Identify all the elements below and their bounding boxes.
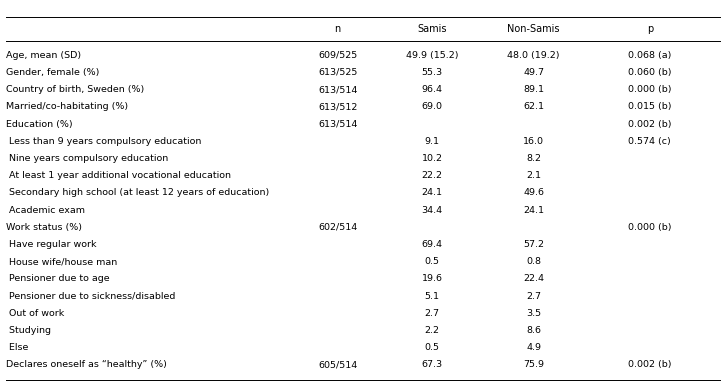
Text: 34.4: 34.4 <box>421 205 443 214</box>
Text: 3.5: 3.5 <box>526 309 541 318</box>
Text: Samis: Samis <box>417 24 446 34</box>
Text: Pensioner due to sickness/disabled: Pensioner due to sickness/disabled <box>6 292 175 301</box>
Text: 0.060 (b): 0.060 (b) <box>628 68 672 77</box>
Text: 613/514: 613/514 <box>318 120 357 128</box>
Text: Country of birth, Sweden (%): Country of birth, Sweden (%) <box>6 85 144 94</box>
Text: 0.000 (b): 0.000 (b) <box>628 223 672 232</box>
Text: 0.015 (b): 0.015 (b) <box>628 102 672 111</box>
Text: 10.2: 10.2 <box>422 154 442 163</box>
Text: p: p <box>647 24 653 34</box>
Text: Declares oneself as “healthy” (%): Declares oneself as “healthy” (%) <box>6 360 167 370</box>
Text: Gender, female (%): Gender, female (%) <box>6 68 99 77</box>
Text: Have regular work: Have regular work <box>6 240 97 249</box>
Text: 0.068 (a): 0.068 (a) <box>628 51 672 60</box>
Text: 605/514: 605/514 <box>318 360 357 370</box>
Text: 0.002 (b): 0.002 (b) <box>628 360 672 370</box>
Text: 67.3: 67.3 <box>421 360 443 370</box>
Text: 75.9: 75.9 <box>523 360 544 370</box>
Text: 89.1: 89.1 <box>523 85 544 94</box>
Text: Nine years compulsory education: Nine years compulsory education <box>6 154 168 163</box>
Text: 2.2: 2.2 <box>425 326 439 335</box>
Text: 0.000 (b): 0.000 (b) <box>628 85 672 94</box>
Text: 24.1: 24.1 <box>422 188 442 197</box>
Text: Less than 9 years compulsory education: Less than 9 years compulsory education <box>6 137 201 146</box>
Text: 62.1: 62.1 <box>523 102 544 111</box>
Text: 0.8: 0.8 <box>526 257 541 266</box>
Text: Married/co-habitating (%): Married/co-habitating (%) <box>6 102 128 111</box>
Text: 19.6: 19.6 <box>422 274 442 283</box>
Text: Age, mean (SD): Age, mean (SD) <box>6 51 81 60</box>
Text: 0.002 (b): 0.002 (b) <box>628 120 672 128</box>
Text: Work status (%): Work status (%) <box>6 223 82 232</box>
Text: 22.4: 22.4 <box>523 274 544 283</box>
Text: At least 1 year additional vocational education: At least 1 year additional vocational ed… <box>6 171 231 180</box>
Text: 0.5: 0.5 <box>425 343 439 352</box>
Text: Else: Else <box>6 343 28 352</box>
Text: n: n <box>335 24 340 34</box>
Text: 49.6: 49.6 <box>523 188 544 197</box>
Text: 2.1: 2.1 <box>526 171 541 180</box>
Text: Studying: Studying <box>6 326 51 335</box>
Text: Academic exam: Academic exam <box>6 205 85 214</box>
Text: 57.2: 57.2 <box>523 240 544 249</box>
Text: Secondary high school (at least 12 years of education): Secondary high school (at least 12 years… <box>6 188 269 197</box>
Text: Education (%): Education (%) <box>6 120 73 128</box>
Text: 24.1: 24.1 <box>523 205 544 214</box>
Text: 49.7: 49.7 <box>523 68 544 77</box>
Text: 55.3: 55.3 <box>421 68 443 77</box>
Text: House wife/house man: House wife/house man <box>6 257 117 266</box>
Text: Pensioner due to age: Pensioner due to age <box>6 274 110 283</box>
Text: 69.0: 69.0 <box>422 102 442 111</box>
Text: 613/525: 613/525 <box>318 68 357 77</box>
Text: Non-Samis: Non-Samis <box>507 24 560 34</box>
Text: 609/525: 609/525 <box>318 51 357 60</box>
Text: 22.2: 22.2 <box>422 171 442 180</box>
Text: 0.574 (c): 0.574 (c) <box>629 137 671 146</box>
Text: 69.4: 69.4 <box>422 240 442 249</box>
Text: 2.7: 2.7 <box>425 309 439 318</box>
Text: 96.4: 96.4 <box>422 85 442 94</box>
Text: 602/514: 602/514 <box>318 223 357 232</box>
Text: 48.0 (19.2): 48.0 (19.2) <box>507 51 560 60</box>
Text: 9.1: 9.1 <box>425 137 439 146</box>
Text: 49.9 (15.2): 49.9 (15.2) <box>406 51 458 60</box>
Text: 0.5: 0.5 <box>425 257 439 266</box>
Text: 4.9: 4.9 <box>526 343 541 352</box>
Text: 613/512: 613/512 <box>318 102 357 111</box>
Text: 16.0: 16.0 <box>523 137 544 146</box>
Text: 8.2: 8.2 <box>526 154 541 163</box>
Text: 613/514: 613/514 <box>318 85 357 94</box>
Text: 2.7: 2.7 <box>526 292 541 301</box>
Text: Out of work: Out of work <box>6 309 64 318</box>
Text: 5.1: 5.1 <box>425 292 439 301</box>
Text: 8.6: 8.6 <box>526 326 541 335</box>
